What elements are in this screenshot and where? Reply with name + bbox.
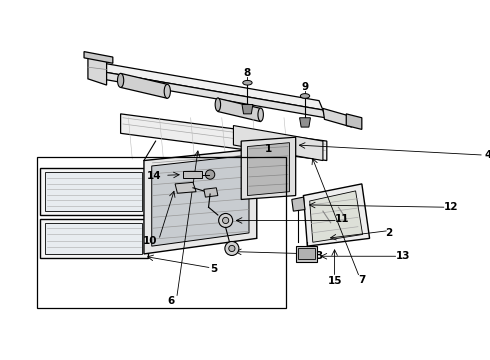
Polygon shape <box>298 248 315 259</box>
Polygon shape <box>183 171 202 179</box>
Polygon shape <box>346 114 362 130</box>
Text: 13: 13 <box>396 251 410 261</box>
Polygon shape <box>41 168 148 215</box>
Ellipse shape <box>300 94 310 98</box>
Text: 9: 9 <box>301 82 309 92</box>
Ellipse shape <box>222 217 229 224</box>
Polygon shape <box>45 223 143 254</box>
Ellipse shape <box>225 242 239 256</box>
Polygon shape <box>41 219 148 258</box>
Ellipse shape <box>205 170 215 179</box>
Ellipse shape <box>243 80 252 85</box>
Polygon shape <box>233 126 323 161</box>
Text: 15: 15 <box>327 276 342 286</box>
Polygon shape <box>95 62 323 110</box>
Ellipse shape <box>215 98 221 111</box>
Text: 8: 8 <box>244 68 251 78</box>
Polygon shape <box>241 137 295 199</box>
Polygon shape <box>242 104 253 114</box>
Ellipse shape <box>229 246 235 252</box>
Polygon shape <box>295 246 318 262</box>
Text: 5: 5 <box>210 265 218 274</box>
Polygon shape <box>292 197 305 211</box>
Polygon shape <box>121 114 327 161</box>
Text: 11: 11 <box>335 214 350 224</box>
Polygon shape <box>175 182 196 193</box>
Ellipse shape <box>258 108 264 121</box>
Polygon shape <box>144 149 257 254</box>
Polygon shape <box>218 98 261 122</box>
Ellipse shape <box>164 84 171 98</box>
Text: 6: 6 <box>168 296 175 306</box>
Polygon shape <box>88 55 107 85</box>
Polygon shape <box>45 172 143 211</box>
Polygon shape <box>247 143 290 195</box>
Text: 1: 1 <box>265 144 272 154</box>
Polygon shape <box>303 184 369 246</box>
Polygon shape <box>99 71 325 118</box>
Polygon shape <box>299 118 311 127</box>
Polygon shape <box>310 191 363 242</box>
Polygon shape <box>121 73 167 98</box>
Ellipse shape <box>118 73 123 87</box>
Polygon shape <box>204 188 218 197</box>
Text: 14: 14 <box>147 171 162 181</box>
Text: 2: 2 <box>386 228 392 238</box>
Text: 10: 10 <box>143 236 157 246</box>
Polygon shape <box>152 155 249 246</box>
Text: 3: 3 <box>316 251 322 261</box>
Text: 4: 4 <box>485 150 490 160</box>
Text: 7: 7 <box>358 275 366 285</box>
Polygon shape <box>323 108 352 127</box>
Polygon shape <box>84 51 113 63</box>
Bar <box>37 157 286 309</box>
Ellipse shape <box>219 213 233 228</box>
Text: 12: 12 <box>444 202 459 212</box>
